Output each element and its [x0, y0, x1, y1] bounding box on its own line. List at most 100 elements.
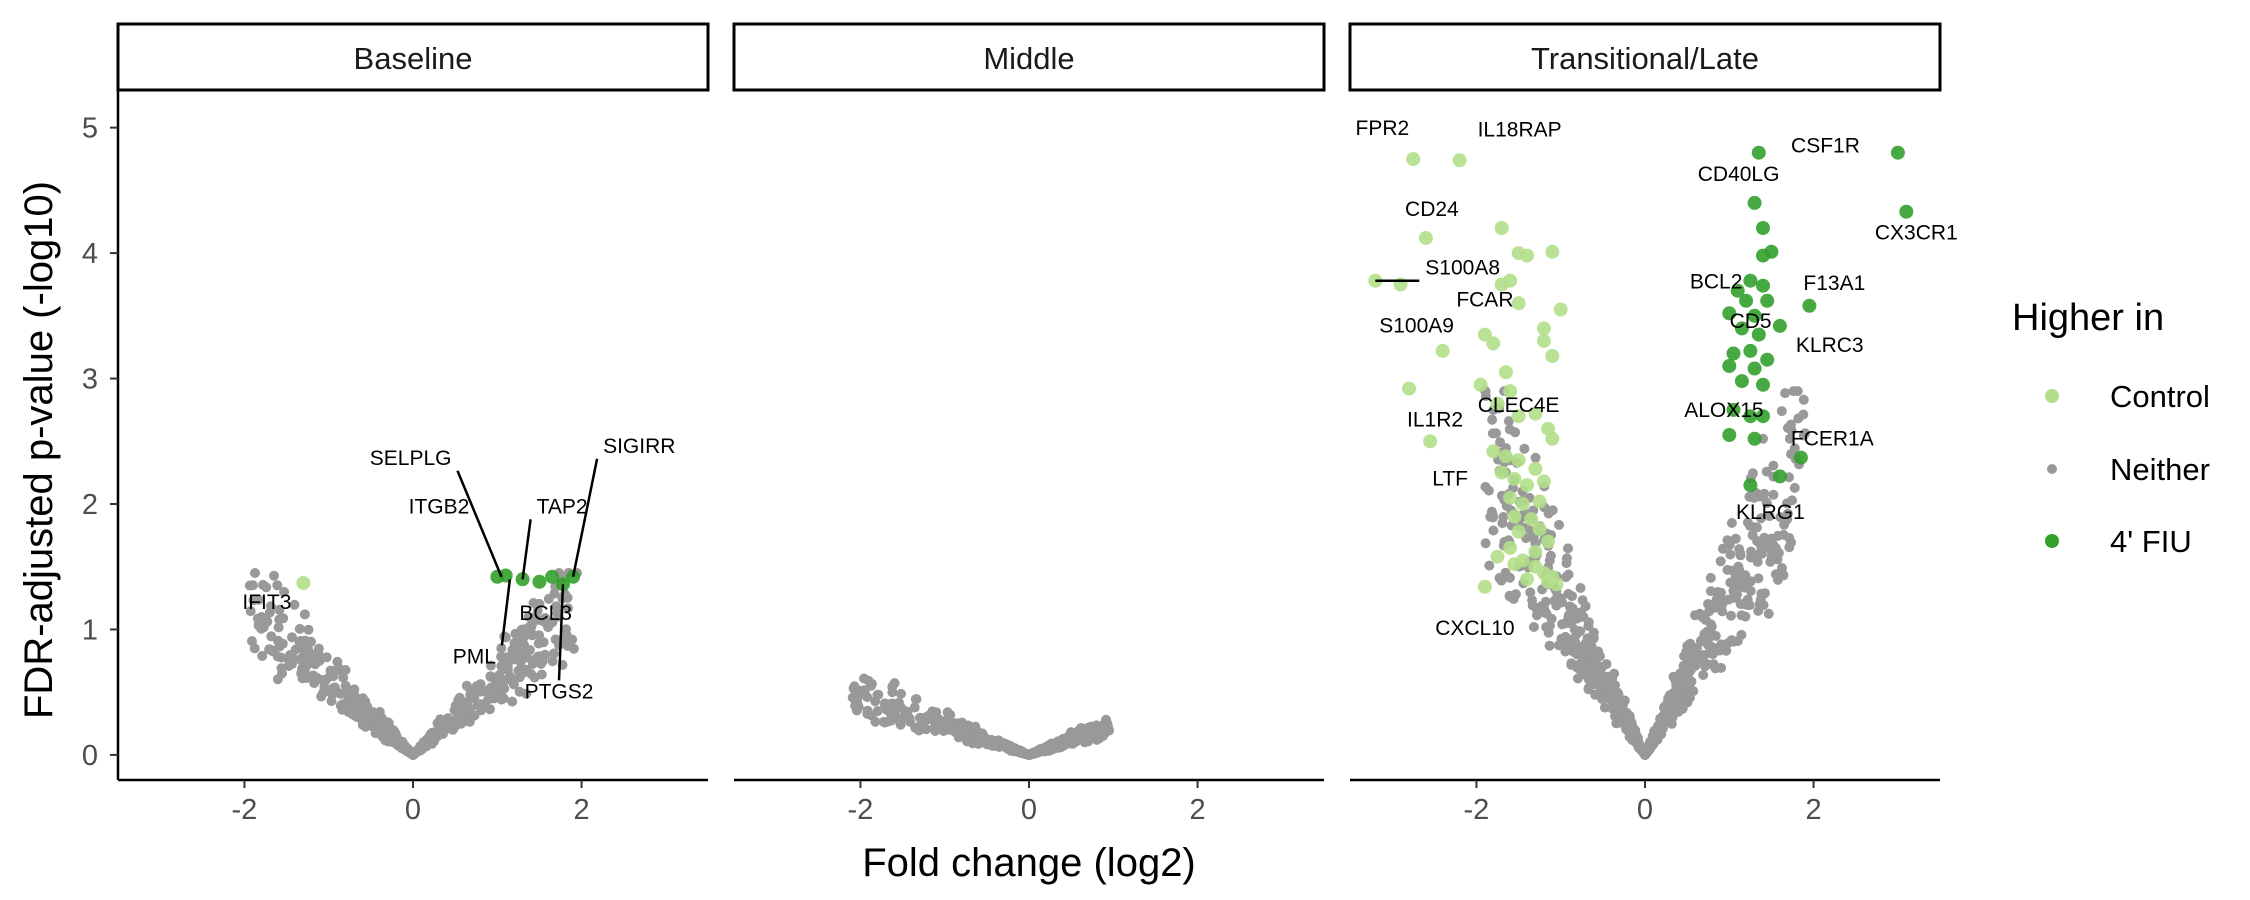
- points-layer: [847, 673, 1115, 760]
- strip-box: [116, 22, 710, 92]
- data-point-control: [1490, 396, 1505, 411]
- data-point-control: [1452, 153, 1467, 168]
- data-point-neither: [326, 688, 337, 699]
- data-point-control: [1549, 577, 1564, 592]
- data-point-neither: [561, 630, 572, 640]
- data-point-4fiu: [1890, 145, 1905, 160]
- data-point-neither: [297, 673, 308, 684]
- data-point-control: [1507, 557, 1522, 572]
- data-point-neither: [359, 700, 370, 711]
- data-point-neither: [1717, 606, 1728, 617]
- data-point-neither: [1568, 647, 1579, 657]
- data-point-neither: [1569, 639, 1580, 650]
- data-point-control: [1423, 434, 1438, 449]
- data-point-neither: [1688, 686, 1699, 697]
- data-point-neither: [1703, 639, 1713, 650]
- data-point-neither: [1613, 689, 1624, 700]
- data-point-neither: [914, 712, 925, 723]
- data-point-neither: [272, 580, 283, 591]
- data-point-neither: [1768, 489, 1779, 500]
- data-point-neither: [872, 706, 883, 717]
- data-point-neither: [1683, 651, 1694, 662]
- data-point-neither: [1725, 549, 1736, 560]
- data-point-neither: [519, 631, 530, 642]
- x-axis-ticks: -2 0 2 -2 0 2 -2 0 2: [232, 780, 1822, 826]
- data-point-neither: [1527, 595, 1538, 606]
- strip-box: [1348, 22, 1942, 92]
- data-point-neither: [450, 700, 461, 711]
- data-point-neither: [895, 716, 906, 727]
- data-point-neither: [1780, 388, 1791, 399]
- label-connector: [557, 584, 565, 681]
- data-point-neither: [1777, 563, 1787, 573]
- data-point-neither: [1564, 601, 1575, 612]
- data-point-control: [1520, 248, 1534, 263]
- legend-key-neither: [2047, 464, 2057, 474]
- data-point-neither: [507, 644, 518, 655]
- data-point-4fiu: [1756, 221, 1770, 235]
- data-point-neither: [992, 735, 1003, 746]
- label-connector: [456, 470, 503, 578]
- y-tick-label: 2: [82, 489, 98, 521]
- data-point-neither: [332, 656, 343, 667]
- data-point-neither: [1488, 512, 1498, 523]
- data-point-neither: [977, 733, 988, 744]
- data-point-neither: [287, 632, 297, 643]
- data-point-neither: [299, 609, 310, 620]
- data-point-neither: [248, 595, 259, 606]
- data-point-neither: [283, 661, 294, 671]
- data-point-neither: [337, 667, 348, 677]
- data-point-neither: [1496, 575, 1507, 586]
- data-point-neither: [496, 694, 507, 705]
- data-point-4fiu: [1743, 273, 1758, 288]
- data-point-neither: [1575, 583, 1586, 593]
- data-point-neither: [847, 692, 858, 703]
- data-point-control: [1494, 465, 1509, 480]
- gene-label: CD40LG: [1698, 163, 1780, 186]
- data-point-neither: [274, 614, 285, 625]
- data-point-control: [1528, 406, 1543, 421]
- data-point-neither: [1672, 692, 1683, 703]
- data-point-neither: [930, 726, 941, 736]
- data-point-neither: [343, 707, 354, 718]
- data-point-neither: [1782, 498, 1792, 509]
- data-point-4fiu: [1764, 244, 1779, 259]
- data-point-4fiu: [1739, 293, 1754, 308]
- data-point-neither: [1077, 732, 1088, 743]
- data-point-neither: [510, 628, 521, 639]
- data-point-control: [1528, 544, 1543, 559]
- data-point-neither: [1682, 697, 1693, 708]
- data-point-neither: [1510, 427, 1521, 438]
- data-point-neither: [407, 749, 418, 760]
- data-point-neither: [383, 717, 394, 728]
- gene-label: ITGB2: [409, 496, 470, 519]
- data-point-neither: [279, 586, 290, 597]
- data-point-neither: [1034, 746, 1044, 757]
- y-tick-label: 4: [82, 238, 98, 270]
- data-point-neither: [1726, 518, 1737, 528]
- data-point-neither: [1742, 600, 1753, 610]
- data-point-neither: [1531, 610, 1542, 621]
- data-point-neither: [1792, 386, 1803, 397]
- data-point-neither: [294, 623, 305, 634]
- data-point-neither: [909, 702, 920, 713]
- data-point-control: [1494, 277, 1509, 292]
- data-point-neither: [1745, 576, 1756, 587]
- data-point-neither: [437, 729, 448, 739]
- data-point-neither: [1601, 659, 1612, 670]
- data-point-4fiu: [1747, 361, 1762, 376]
- data-point-control: [1520, 478, 1534, 493]
- y-tick-label: 1: [82, 614, 98, 646]
- data-point-neither: [396, 743, 407, 753]
- data-point-neither: [848, 683, 859, 694]
- data-point-neither: [1503, 416, 1514, 427]
- data-point-neither: [1576, 658, 1587, 669]
- data-point-neither: [1779, 519, 1790, 530]
- strip-title: Middle: [983, 41, 1074, 76]
- data-point-neither: [1525, 587, 1536, 598]
- data-point-neither: [959, 731, 970, 742]
- panel-transitional-late: Transitional/Late FPR2 IL18RAP CD24 S100A8 S…: [1348, 22, 1958, 782]
- data-point-neither: [1599, 702, 1610, 713]
- data-point-4fiu: [1802, 298, 1817, 313]
